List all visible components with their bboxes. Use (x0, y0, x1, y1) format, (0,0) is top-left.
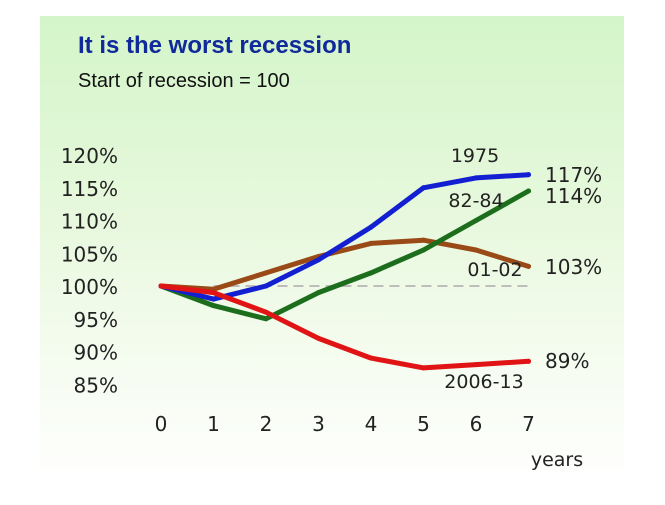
series-label-2006-13: 2006-13 (444, 371, 523, 393)
y-tick-label: 115% (61, 177, 118, 201)
data-point-82-84 (263, 316, 269, 322)
x-tick-label: 6 (470, 412, 483, 436)
y-tick-label: 85% (74, 373, 118, 397)
data-point-82-84 (316, 290, 321, 296)
data-point-01-02 (526, 263, 531, 269)
y-tick-label: 110% (61, 210, 118, 234)
series-line-01-02 (158, 237, 531, 292)
data-point-1975 (263, 283, 269, 289)
series-line-2006-13 (158, 283, 531, 371)
data-point-1975 (421, 185, 426, 191)
y-tick-label: 100% (61, 275, 118, 299)
end-value-label: 103% (545, 255, 602, 279)
data-point-01-02 (421, 237, 426, 243)
data-point-1975 (368, 224, 374, 230)
y-tick-label: 95% (74, 308, 118, 332)
series-label-82-84: 82-84 (448, 190, 503, 212)
x-tick-label: 2 (260, 412, 273, 436)
data-point-2006-13 (368, 355, 374, 361)
series-label-01-02: 01-02 (467, 259, 522, 281)
data-point-2006-13 (316, 335, 321, 341)
x-tick-label: 1 (207, 412, 220, 436)
y-tick-label: 120% (61, 144, 118, 168)
chart-title: It is the worst recession (78, 32, 352, 59)
data-point-2006-13 (263, 309, 269, 315)
x-tick-label: 4 (365, 412, 378, 436)
data-point-1975 (473, 175, 479, 181)
data-point-2006-13 (473, 362, 479, 368)
x-tick-label: 0 (155, 412, 168, 436)
x-axis-label: years (531, 449, 583, 471)
data-point-2006-13 (421, 365, 426, 371)
data-point-82-84 (211, 303, 216, 309)
data-point-1975 (211, 296, 216, 302)
end-value-label: 89% (545, 349, 589, 373)
end-value-label: 117% (545, 163, 602, 187)
y-tick-label: 90% (74, 341, 118, 365)
data-point-82-84 (473, 218, 479, 223)
x-tick-label: 5 (417, 412, 430, 436)
data-point-2006-13 (211, 290, 216, 296)
data-point-82-84 (526, 188, 531, 194)
data-point-1975 (316, 257, 321, 263)
data-point-01-02 (473, 247, 479, 253)
data-point-01-02 (368, 240, 374, 246)
x-tick-label: 3 (312, 412, 325, 436)
series-label-1975: 1975 (451, 145, 499, 167)
data-point-1975 (526, 172, 531, 178)
data-point-01-02 (263, 270, 269, 276)
data-point-82-84 (368, 270, 374, 276)
data-point-82-84 (421, 247, 426, 253)
data-point-2006-13 (158, 283, 164, 289)
series-line-82-84 (158, 188, 531, 322)
y-tick-label: 105% (61, 242, 118, 266)
chart-subtitle: Start of recession = 100 (78, 70, 290, 92)
data-point-2006-13 (526, 358, 531, 364)
x-tick-label: 7 (522, 412, 535, 436)
end-value-label: 114% (545, 184, 602, 208)
